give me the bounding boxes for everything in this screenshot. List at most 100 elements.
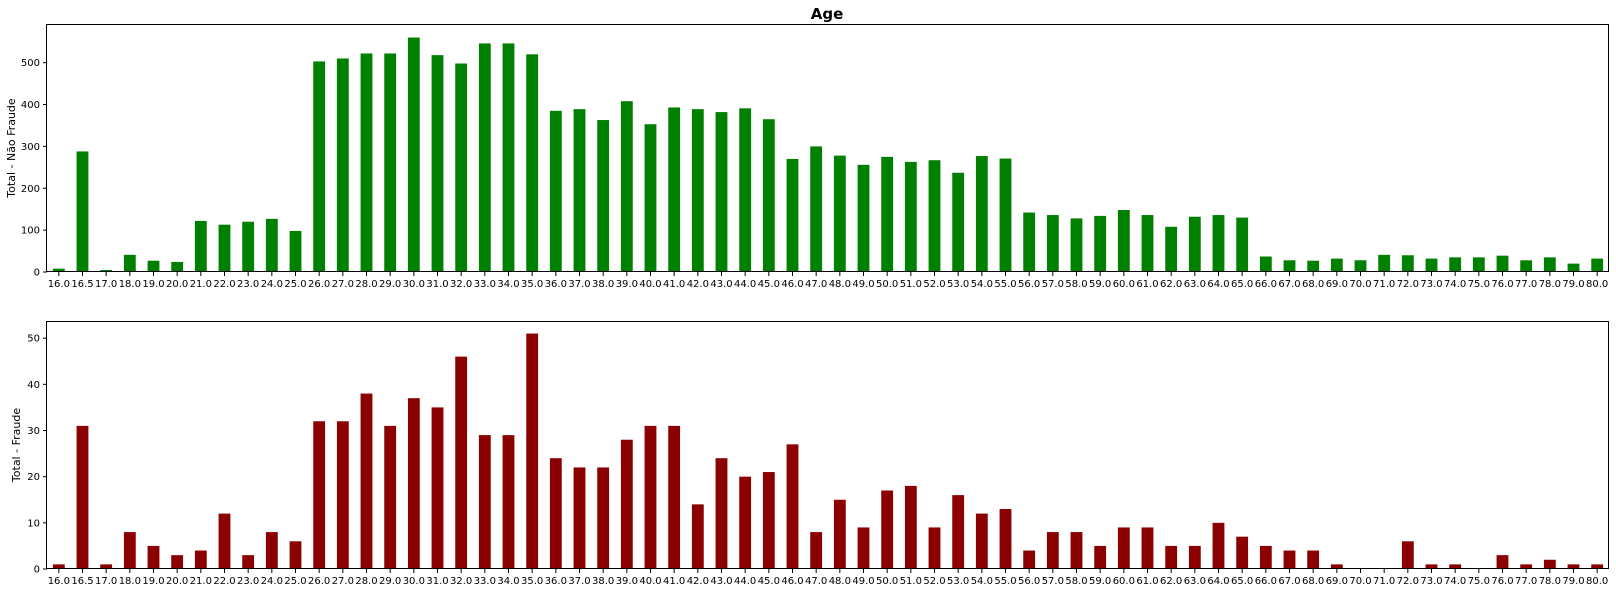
bar-fraud-47.0 xyxy=(810,532,823,569)
bar-non-fraud-57.0 xyxy=(1046,215,1059,272)
y-axis-fraud: 0 10 20 30 40 50 xyxy=(27,334,47,576)
x-tick-label: 31.0 xyxy=(426,576,448,587)
bar-non-fraud-38.0 xyxy=(597,120,610,272)
x-tick-label: 44.0 xyxy=(734,279,756,290)
x-tick-label: 71.0 xyxy=(1373,279,1395,290)
bar-fraud-69.0 xyxy=(1330,564,1343,569)
x-tick-label: 23.0 xyxy=(237,576,259,587)
bar-non-fraud-27.0 xyxy=(336,58,349,272)
bar-non-fraud-25.0 xyxy=(289,230,302,272)
y-axis-non-fraud: 0 100 200 300 400 500 xyxy=(21,58,47,279)
bar-fraud-46.0 xyxy=(786,444,799,569)
bar-fraud-74.0 xyxy=(1449,564,1462,569)
y-tick-label: 0 xyxy=(34,565,40,576)
x-tick-label: 47.0 xyxy=(805,576,827,587)
bar-fraud-48.0 xyxy=(833,499,846,569)
bar-non-fraud-70.0 xyxy=(1354,260,1367,272)
x-tick-label: 38.0 xyxy=(592,279,614,290)
bar-fraud-35.0 xyxy=(526,333,539,569)
x-tick-label: 76.0 xyxy=(1491,279,1513,290)
bar-fraud-79.0 xyxy=(1567,564,1580,569)
x-tick-label: 61.0 xyxy=(1136,279,1158,290)
bar-non-fraud-77.0 xyxy=(1520,260,1533,272)
x-tick-label: 45.0 xyxy=(758,576,780,587)
bar-non-fraud-30.0 xyxy=(407,37,420,273)
bar-fraud-28.0 xyxy=(360,393,373,569)
bar-fraud-16.0 xyxy=(52,564,65,569)
x-tick-label: 44.0 xyxy=(734,576,756,587)
bar-fraud-56.0 xyxy=(1023,550,1036,569)
bar-fraud-33.0 xyxy=(478,435,491,569)
bar-non-fraud-50.0 xyxy=(881,156,894,272)
x-tick-label: 22.0 xyxy=(213,576,235,587)
bar-fraud-60.0 xyxy=(1117,527,1130,569)
x-tick-label: 78.0 xyxy=(1539,279,1561,290)
bar-fraud-21.0 xyxy=(194,550,207,569)
bar-fraud-58.0 xyxy=(1070,532,1083,569)
bar-non-fraud-71.0 xyxy=(1378,254,1391,272)
bar-non-fraud-72.0 xyxy=(1401,255,1414,272)
x-tick-label: 18.0 xyxy=(119,279,141,290)
x-tick-label: 42.0 xyxy=(687,576,709,587)
x-tick-label: 57.0 xyxy=(1042,279,1064,290)
x-tick-label: 26.0 xyxy=(308,279,330,290)
x-tick-label: 48.0 xyxy=(829,576,851,587)
x-tick-label: 21.0 xyxy=(190,576,212,587)
y-tick-label: 400 xyxy=(21,100,40,111)
bar-non-fraud-22.0 xyxy=(218,224,231,272)
bar-fraud-64.0 xyxy=(1212,522,1225,569)
bar-fraud-36.0 xyxy=(549,458,562,569)
bar-non-fraud-56.0 xyxy=(1023,212,1036,272)
x-tick-label: 64.0 xyxy=(1207,576,1229,587)
x-tick-label: 74.0 xyxy=(1444,576,1466,587)
bar-fraud-50.0 xyxy=(881,490,894,569)
bar-fraud-24.0 xyxy=(265,532,278,569)
bar-non-fraud-44.0 xyxy=(739,108,752,272)
x-tick-label: 72.0 xyxy=(1397,279,1419,290)
x-tick-label: 63.0 xyxy=(1184,279,1206,290)
bar-fraud-26.0 xyxy=(313,421,326,569)
x-tick-label: 71.0 xyxy=(1373,576,1395,587)
x-tick-label: 39.0 xyxy=(616,279,638,290)
bar-non-fraud-66.0 xyxy=(1259,256,1272,272)
axes-frame-non-fraud xyxy=(46,24,1609,272)
bar-non-fraud-69.0 xyxy=(1330,258,1343,272)
x-tick-label: 69.0 xyxy=(1326,279,1348,290)
x-tick-label: 57.0 xyxy=(1042,576,1064,587)
bar-non-fraud-67.0 xyxy=(1283,260,1296,272)
bar-non-fraud-60.0 xyxy=(1117,210,1130,272)
chart-panel-non-fraud: 0 100 200 300 400 500 16.0 16.5 17.0 18.0 19.0 20.… xyxy=(5,24,1609,290)
y-tick-label: 20 xyxy=(27,472,40,483)
x-tick-label: 29.0 xyxy=(379,279,401,290)
x-tick-label: 68.0 xyxy=(1302,576,1324,587)
bar-fraud-63.0 xyxy=(1188,545,1201,569)
x-tick-label: 25.0 xyxy=(284,279,306,290)
x-tick-label: 23.0 xyxy=(237,279,259,290)
x-tick-label: 49.0 xyxy=(852,279,874,290)
x-tick-label: 47.0 xyxy=(805,279,827,290)
bar-non-fraud-32.0 xyxy=(455,63,468,272)
x-tick-label: 29.0 xyxy=(379,576,401,587)
x-tick-label: 27.0 xyxy=(332,279,354,290)
bar-fraud-19.0 xyxy=(147,545,160,569)
x-tick-label: 45.0 xyxy=(758,279,780,290)
bar-fraud-42.0 xyxy=(691,504,704,569)
x-tick-label: 74.0 xyxy=(1444,279,1466,290)
bar-fraud-61.0 xyxy=(1141,527,1154,569)
x-tick-label: 52.0 xyxy=(923,279,945,290)
x-tick-label: 67.0 xyxy=(1278,279,1300,290)
x-tick-label: 56.0 xyxy=(1018,576,1040,587)
x-tick-label: 21.0 xyxy=(190,279,212,290)
x-tick-label: 52.0 xyxy=(923,576,945,587)
x-tick-label: 35.0 xyxy=(521,576,543,587)
bar-fraud-17.0 xyxy=(100,564,113,569)
bar-non-fraud-24.0 xyxy=(265,218,278,272)
x-tick-label: 51.0 xyxy=(900,279,922,290)
bar-non-fraud-16.0 xyxy=(52,268,65,272)
x-tick-label: 33.0 xyxy=(474,279,496,290)
x-tick-label: 26.0 xyxy=(308,576,330,587)
bar-non-fraud-19.0 xyxy=(147,260,160,272)
x-axis-fraud: 16.0 16.5 17.0 18.0 19.0 20.0 21.0 22.0 23.0 24.0… xyxy=(48,569,1608,587)
y-tick-label: 500 xyxy=(21,58,40,69)
x-tick-label: 16.0 xyxy=(48,576,70,587)
